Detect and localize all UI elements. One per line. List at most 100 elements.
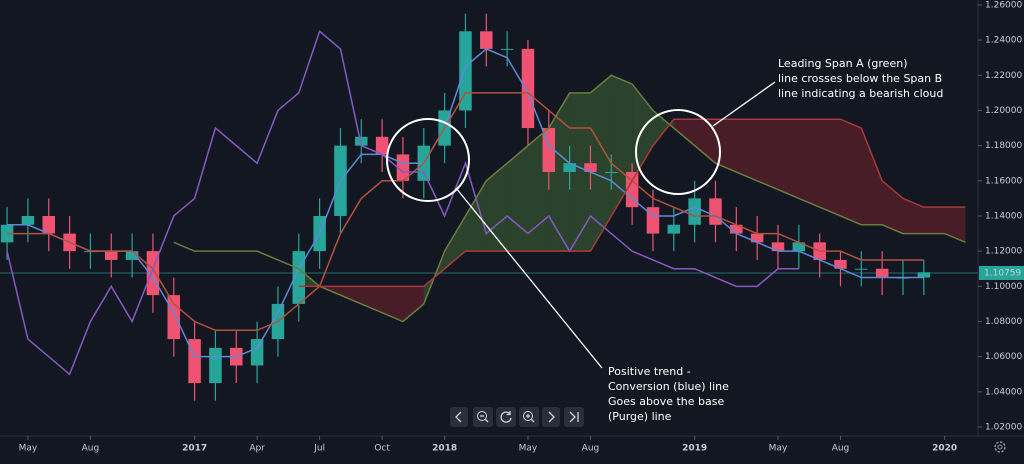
cloud-segment (590, 75, 612, 252)
candle-body (750, 233, 764, 243)
y-tick-label: 1.18000 (985, 141, 1022, 151)
y-tick-label: 1.16000 (985, 176, 1022, 186)
indicator-line (7, 48, 924, 358)
cloud-segment (694, 119, 716, 164)
scroll-left-button[interactable] (450, 407, 468, 427)
candle-body (375, 136, 389, 155)
cloud-segment (902, 198, 924, 234)
x-tick-label: Aug (832, 444, 850, 454)
cloud-segment (444, 215, 466, 269)
candle-body (875, 268, 889, 278)
candle-body (480, 31, 493, 49)
settings-icon[interactable] (994, 441, 1006, 453)
x-tick-label: 2017 (182, 444, 207, 454)
annotation-text: line indicating a bearish cloud (778, 87, 943, 100)
y-tick-label: 1.24000 (985, 36, 1022, 46)
pointer-line (455, 187, 603, 369)
cloud-segment (382, 286, 403, 322)
y-tick-label: 1.14000 (985, 211, 1022, 221)
highlight-circle (386, 118, 470, 202)
zoom-out-button[interactable] (473, 407, 493, 427)
last-price-label: 1.10759 (984, 268, 1021, 278)
candle-body (167, 295, 181, 340)
zoom-in-button[interactable] (519, 407, 539, 427)
candle-body (250, 339, 264, 366)
candle-body (563, 163, 576, 173)
candle-body (771, 242, 785, 252)
cloud-segment (673, 119, 695, 146)
indicator-line (298, 118, 966, 288)
scroll-right-button[interactable] (542, 407, 560, 427)
candle-body (0, 224, 14, 243)
cloud-segment (798, 119, 820, 208)
x-tick-label: Aug (582, 444, 600, 454)
x-tick-label: May (519, 444, 538, 454)
scroll-to-end-button[interactable] (564, 407, 584, 427)
candle-body (667, 224, 681, 234)
y-tick-label: 1.22000 (985, 71, 1022, 81)
candle-body (42, 215, 56, 234)
candle-body (605, 172, 618, 174)
x-tick-label: 2019 (682, 444, 707, 454)
x-tick-label: May (769, 444, 788, 454)
candle-body (584, 163, 597, 173)
cloud-segment (715, 119, 737, 173)
annotation-shapes (386, 81, 776, 369)
x-tick-label: May (19, 444, 38, 454)
candle-body (646, 207, 660, 234)
cloud-segment (944, 207, 966, 243)
y-tick-label: 1.04000 (985, 387, 1022, 397)
candle-body (21, 215, 35, 225)
cloud-segment (861, 128, 883, 225)
candle-body (209, 347, 222, 384)
pointer-line (712, 81, 776, 127)
candle-body (730, 224, 743, 234)
annotation-text: (Purge) line (608, 410, 672, 423)
x-tick-label: Oct (374, 444, 390, 454)
annotation-text: line crosses below the Span B (778, 72, 942, 85)
candle-body (125, 251, 139, 260)
x-tick-label: 2018 (432, 444, 457, 454)
indicator-line (173, 74, 966, 323)
cloud-segment (819, 119, 841, 216)
highlight-circle (635, 109, 721, 195)
cloud-segment (736, 119, 758, 181)
cloud-segment (569, 92, 591, 252)
annotation-text: Conversion (blue) line (608, 380, 729, 393)
y-tick-label: 1.12000 (985, 247, 1022, 257)
cloud-segment (507, 145, 528, 252)
candle-body (688, 198, 701, 225)
cloud-segment (923, 207, 945, 234)
candle-body (855, 268, 868, 270)
cloud-segment (465, 180, 487, 252)
x-tick-label: 2020 (932, 444, 957, 454)
candle-body (500, 48, 514, 50)
cloud-segment (340, 286, 362, 304)
y-tick-label: 1.02000 (985, 423, 1022, 433)
cloud-segment (757, 119, 778, 190)
indicator-line (7, 92, 924, 332)
candle-body (625, 172, 639, 208)
cloud-segment (840, 119, 862, 225)
candle-body (709, 198, 722, 225)
candle-body (105, 251, 118, 260)
x-tick-label: Aug (82, 444, 100, 454)
settings-button[interactable] (994, 441, 1006, 453)
y-tick-label: 1.26000 (985, 0, 1022, 10)
x-tick-label: Apr (249, 444, 265, 454)
y-tick-label: 1.08000 (985, 317, 1022, 327)
candle-body (396, 154, 410, 181)
annotation-text: Positive trend - (608, 365, 691, 378)
candle-body (521, 48, 535, 129)
settings-icon-center[interactable] (997, 444, 1003, 450)
candle-body (917, 272, 931, 278)
candle-body (459, 31, 472, 111)
toolbar (450, 407, 584, 427)
candle-body (834, 259, 847, 269)
cloud-segment (652, 110, 674, 146)
candle-body (188, 339, 201, 384)
reset-button[interactable] (496, 407, 516, 427)
cloud-segment (777, 119, 799, 199)
candle-body (355, 136, 368, 146)
